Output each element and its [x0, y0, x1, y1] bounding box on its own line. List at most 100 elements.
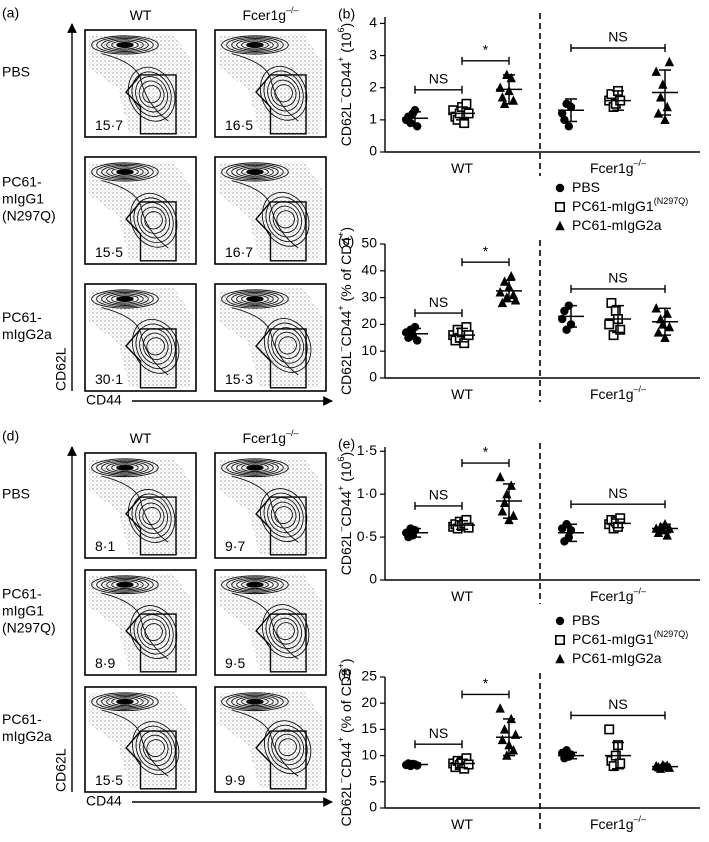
gate: [125, 74, 177, 135]
contour: [278, 336, 297, 355]
text-part: ): [338, 452, 354, 457]
contour: [111, 697, 139, 707]
data-point: [463, 522, 474, 533]
contour: [101, 475, 169, 543]
contour: [226, 36, 284, 54]
contour: [270, 501, 297, 529]
contour: [267, 322, 308, 369]
data-point: [555, 220, 565, 231]
contour: [138, 502, 165, 530]
flow-cloud: [89, 457, 193, 555]
gate: [255, 74, 307, 135]
data-point: [558, 109, 567, 118]
data-point: [495, 703, 505, 713]
flow-cloud: [219, 457, 323, 555]
contour: [137, 202, 171, 239]
contour: [106, 696, 144, 708]
gate: [255, 496, 307, 556]
column-header: WT: [130, 7, 152, 23]
contour: [96, 36, 154, 54]
contour: [111, 167, 139, 177]
data-point: [555, 653, 565, 664]
data-point: [658, 79, 668, 89]
contour: [272, 205, 299, 233]
contour: [101, 38, 149, 52]
contour: [226, 290, 284, 308]
contour: [221, 35, 289, 55]
flow-cloud: [89, 574, 193, 672]
y-axis-label: CD62L–CD44+ (106): [336, 452, 353, 575]
data-point: [615, 324, 626, 335]
data-point: [662, 101, 672, 112]
legend-entry: PC61-mIgG1(N297Q): [572, 196, 688, 213]
contour: [139, 328, 173, 365]
data-point: [495, 82, 505, 92]
y-tick-label: 40: [361, 262, 377, 278]
y-tick-label: 20: [361, 315, 377, 331]
contour: [236, 579, 274, 591]
y-tick-label: 3: [369, 46, 377, 62]
superscript: +: [336, 663, 346, 668]
flow-cloud: [219, 288, 323, 388]
flow-plot-contours: [89, 691, 193, 789]
contour: [146, 739, 165, 758]
contour: [96, 576, 154, 593]
text-part: CD44: [338, 742, 354, 778]
gate-percentage: 30·1: [95, 371, 123, 387]
column-header: Fcer1g–/–: [242, 428, 298, 445]
x-axis-label: CD44: [86, 793, 122, 809]
data-point: [506, 270, 516, 281]
contour: [267, 75, 301, 112]
superscript: +: [336, 737, 346, 742]
superscript: +: [336, 305, 346, 310]
contour: [106, 166, 144, 178]
x-axis-label: CD44: [86, 392, 122, 408]
contour: [276, 622, 295, 641]
data-point: [410, 322, 420, 332]
data-point: [502, 488, 512, 499]
row-label: PBS: [2, 64, 30, 80]
data-point: [499, 724, 510, 734]
data-point: [653, 527, 664, 538]
gate: [125, 328, 177, 389]
contour: [265, 608, 306, 654]
contour: [101, 709, 169, 777]
superscript: 6: [336, 456, 346, 461]
superscript: (N297Q): [654, 629, 689, 639]
data-point: [660, 332, 670, 342]
text-part: WT: [451, 160, 473, 176]
contour: [142, 85, 161, 104]
significance-label: NS: [608, 485, 627, 501]
contour: [91, 162, 159, 182]
panel-label: (f): [338, 666, 351, 682]
superscript: –/–: [286, 428, 299, 438]
contour: [226, 459, 284, 476]
data-point: [459, 118, 470, 129]
data-point: [653, 108, 664, 118]
contour: [231, 577, 279, 592]
data-point: [508, 745, 519, 755]
data-point: [461, 322, 472, 333]
data-point: [499, 497, 510, 507]
significance-label: NS: [429, 725, 448, 741]
y-tick-label: 10: [361, 746, 377, 762]
contour: [221, 692, 289, 712]
flow-plot-contours: [219, 288, 323, 388]
panel-label: (a): [2, 5, 19, 21]
contour: [241, 697, 269, 707]
contour: [91, 575, 159, 595]
gate-percentage: 9·5: [225, 655, 245, 671]
contour: [135, 76, 169, 113]
contour: [267, 497, 301, 533]
contour: [231, 180, 299, 249]
contour: [278, 738, 297, 757]
data-point: [495, 287, 505, 297]
contour: [241, 580, 269, 590]
contour: [236, 39, 274, 51]
text-part: Fcer1g: [590, 588, 634, 604]
contour: [231, 475, 299, 543]
contour: [142, 734, 169, 762]
contour: [127, 489, 176, 543]
data-point: [499, 276, 510, 286]
contour: [231, 592, 299, 660]
